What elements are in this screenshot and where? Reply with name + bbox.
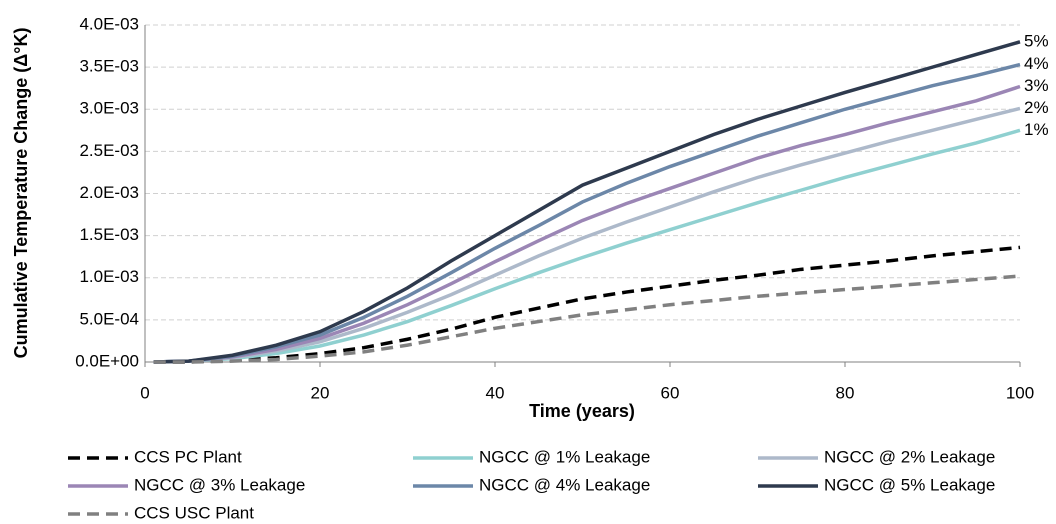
legend-label: CCS USC Plant bbox=[134, 503, 254, 522]
y-tick-label: 0.0E+00 bbox=[75, 351, 139, 370]
y-tick-label: 4.0E-03 bbox=[79, 14, 139, 33]
series-line bbox=[153, 274, 1021, 364]
legend-label: NGCC @ 1% Leakage bbox=[479, 447, 650, 466]
x-tick-label: 20 bbox=[311, 383, 330, 402]
series-line bbox=[153, 62, 1021, 364]
x-tick-label: 0 bbox=[140, 383, 149, 402]
end-label: 1% bbox=[1024, 120, 1049, 139]
series-line bbox=[153, 106, 1021, 364]
x-tick-label: 40 bbox=[486, 383, 505, 402]
y-tick-label: 5.0E-04 bbox=[79, 309, 139, 328]
y-tick-label: 2.5E-03 bbox=[79, 141, 139, 160]
legend-label: NGCC @ 2% Leakage bbox=[824, 447, 995, 466]
series-line bbox=[153, 245, 1021, 364]
x-tick-label: 60 bbox=[661, 383, 680, 402]
legend-label: NGCC @ 3% Leakage bbox=[134, 475, 305, 494]
series-line bbox=[153, 128, 1021, 364]
y-tick-label: 2.0E-03 bbox=[79, 183, 139, 202]
x-tick-label: 80 bbox=[836, 383, 855, 402]
y-tick-label: 3.5E-03 bbox=[79, 57, 139, 76]
legend-label: CCS PC Plant bbox=[134, 447, 242, 466]
y-axis-title: Cumulative Temperature Change (Δ°K) bbox=[11, 28, 31, 359]
end-label: 4% bbox=[1024, 54, 1049, 73]
x-tick-label: 100 bbox=[1006, 383, 1034, 402]
legend-label: NGCC @ 5% Leakage bbox=[824, 475, 995, 494]
end-label: 3% bbox=[1024, 76, 1049, 95]
end-label: 2% bbox=[1024, 98, 1049, 117]
series-line bbox=[153, 40, 1021, 364]
y-tick-label: 3.0E-03 bbox=[79, 99, 139, 118]
y-tick-label: 1.5E-03 bbox=[79, 225, 139, 244]
end-label: 5% bbox=[1024, 31, 1049, 50]
x-axis-title: Time (years) bbox=[529, 401, 635, 421]
legend-label: NGCC @ 4% Leakage bbox=[479, 475, 650, 494]
series-line bbox=[153, 84, 1021, 364]
y-tick-label: 1.0E-03 bbox=[79, 267, 139, 286]
